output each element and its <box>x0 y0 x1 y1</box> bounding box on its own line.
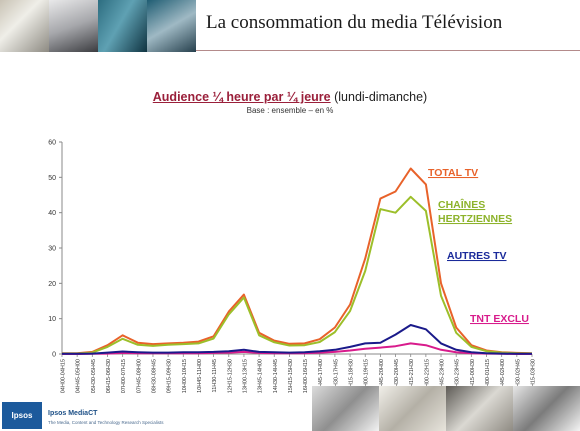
series-line-autres-tv <box>62 324 532 355</box>
x-tick-label: 20H30-20H45 <box>394 359 400 393</box>
x-tick-label: 01H00-01H15 <box>485 359 491 393</box>
x-tick-label: 04H45-05H00 <box>76 359 82 393</box>
y-tick-label: 0 <box>52 352 56 359</box>
footer-photo <box>379 386 446 431</box>
x-tick-label: 22H45-23H00 <box>440 359 446 393</box>
chart-title: Audience ¼ heure par ¼ jeure (lundi-dima… <box>0 90 580 104</box>
x-tick-label: 19H45-20H00 <box>379 359 385 393</box>
ipsos-logo: Ipsos <box>2 402 42 429</box>
x-tick-label: 21H15-21H30 <box>409 359 415 393</box>
y-tick-label: 30 <box>48 246 56 253</box>
x-tick-label: 16H45-17H00 <box>318 359 324 393</box>
chart-title-suffix: (lundi-dimanche) <box>334 90 428 104</box>
header-photo <box>49 0 98 52</box>
header-photo <box>0 0 49 52</box>
footer-photo <box>312 386 379 431</box>
y-tick-label: 20 <box>48 281 56 288</box>
x-tick-label: 09H15-09H30 <box>167 359 173 393</box>
x-tick-label: 13H45-14H00 <box>258 359 264 393</box>
brand-name: Ipsos MediaCT <box>48 410 98 417</box>
header-photo <box>98 0 147 52</box>
x-tick-label: 07H45-08H00 <box>136 359 142 393</box>
series-label: HERTZIENNES <box>438 213 512 225</box>
x-tick-label: 08H30-08H45 <box>151 359 157 393</box>
x-tick-label: 13H00-13H15 <box>242 359 248 393</box>
x-tick-label: 22H00-22H15 <box>424 359 430 393</box>
series-line-total-tv <box>62 167 533 355</box>
x-tick-label: 19H00-19H15 <box>364 359 370 393</box>
x-tick-label: 06H15-06H30 <box>106 359 112 393</box>
series-line-cha-nes-hertziennes <box>62 195 533 355</box>
y-tick-label: 50 <box>48 175 56 182</box>
x-tick-label: 15H15-15H30 <box>288 359 294 393</box>
x-tick-label: 23H30-23H45 <box>455 359 461 393</box>
footer-photo <box>513 386 580 431</box>
header-divider <box>196 50 580 51</box>
x-tick-label: 10H00-10H15 <box>182 359 188 393</box>
footer-photo-strip <box>312 386 580 431</box>
x-tick-label: 14H30-14H45 <box>273 359 279 393</box>
y-tick-label: 60 <box>48 140 56 147</box>
y-tick-label: 10 <box>48 316 56 323</box>
chart-title-main: Audience ¼ heure par ¼ jeure <box>152 90 331 104</box>
header-photo <box>147 0 196 52</box>
slide-title: La consommation du media Télévision <box>206 12 503 33</box>
series-label: AUTRES TV <box>447 250 507 262</box>
footer-photo <box>446 386 513 431</box>
x-tick-label: 00H15-00H30 <box>470 359 476 393</box>
x-tick-label: 18H15-18H30 <box>349 359 355 393</box>
series-label: TOTAL TV <box>428 167 478 179</box>
x-tick-label: 02H30-02H45 <box>515 359 521 393</box>
x-tick-label: 12H15-12H30 <box>227 359 233 393</box>
x-tick-label: 01H45-02H00 <box>500 359 506 393</box>
header-photo-strip <box>0 0 196 52</box>
chart-base-note: Base : ensemble – en % <box>246 106 334 115</box>
x-tick-label: 16H00-16H15 <box>303 359 309 393</box>
x-tick-label: 03H15-03H30 <box>531 359 537 393</box>
x-tick-label: 05H30-05H45 <box>91 359 97 393</box>
series-label: CHAÎNES <box>438 198 485 211</box>
x-tick-label: 17H30-17H45 <box>333 359 339 393</box>
x-tick-label: 10H45-11H00 <box>197 359 203 393</box>
y-tick-label: 40 <box>48 210 56 217</box>
x-tick-label: 04H00-04H15 <box>61 359 67 393</box>
series-label: TNT EXCLU <box>470 313 529 325</box>
x-tick-label: 11H30-11H45 <box>212 359 218 392</box>
x-tick-label: 07H00-07H15 <box>121 359 127 393</box>
brand-tagline: The Media, Content and Technology Resear… <box>48 420 164 425</box>
